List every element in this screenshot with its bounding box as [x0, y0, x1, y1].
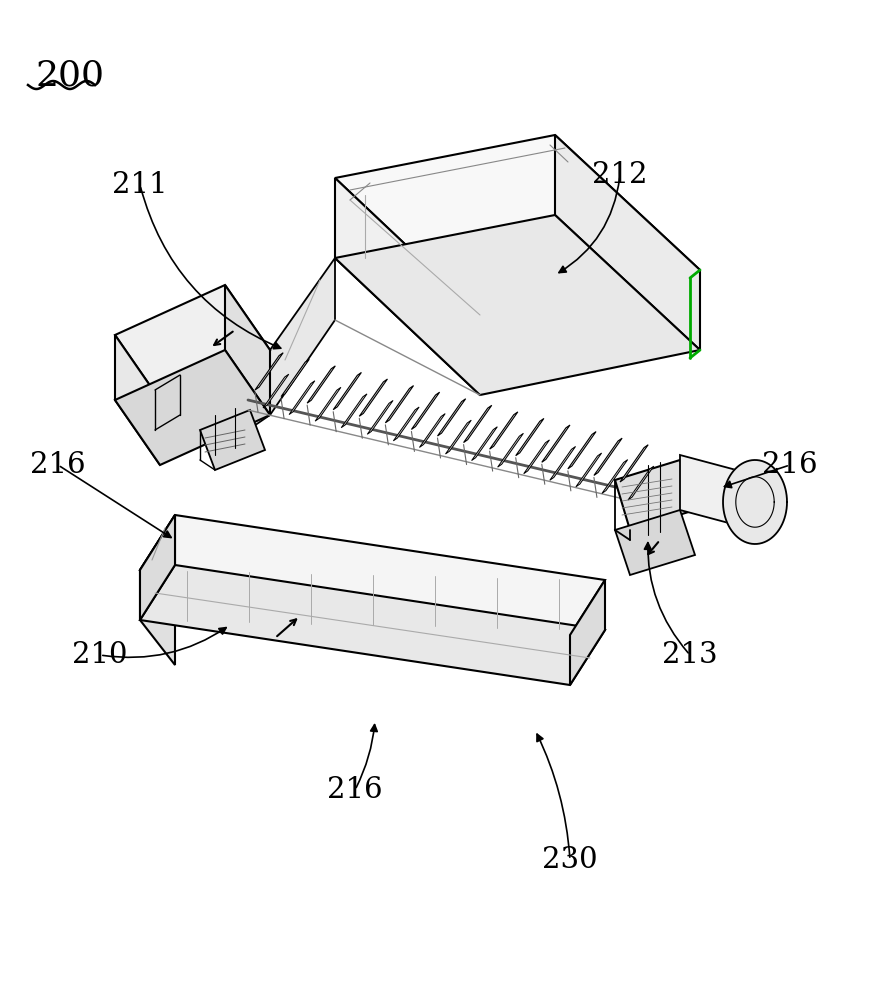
Text: 211: 211	[113, 171, 168, 199]
FancyArrowPatch shape	[140, 188, 281, 349]
Polygon shape	[115, 285, 270, 400]
Text: 210: 210	[72, 641, 128, 669]
Polygon shape	[570, 580, 605, 685]
Polygon shape	[393, 407, 419, 441]
Polygon shape	[723, 460, 787, 544]
Text: 213: 213	[662, 641, 718, 669]
FancyArrowPatch shape	[724, 466, 788, 488]
Polygon shape	[385, 386, 414, 423]
Text: 230: 230	[542, 846, 598, 874]
Polygon shape	[115, 350, 270, 465]
FancyArrowPatch shape	[559, 178, 620, 273]
Polygon shape	[576, 453, 602, 487]
Polygon shape	[524, 440, 550, 474]
Polygon shape	[680, 455, 755, 530]
Polygon shape	[140, 515, 175, 620]
Polygon shape	[270, 258, 335, 415]
Polygon shape	[263, 374, 289, 408]
Text: 212: 212	[592, 161, 648, 189]
Polygon shape	[628, 466, 654, 500]
Polygon shape	[419, 414, 445, 447]
Polygon shape	[367, 400, 393, 434]
Polygon shape	[140, 565, 605, 685]
Polygon shape	[335, 215, 700, 395]
Polygon shape	[615, 460, 695, 530]
Polygon shape	[281, 359, 309, 397]
Polygon shape	[342, 394, 367, 428]
Text: 216: 216	[327, 776, 383, 804]
Text: 200: 200	[35, 58, 104, 92]
Polygon shape	[437, 399, 466, 436]
Polygon shape	[498, 433, 523, 467]
Polygon shape	[359, 379, 387, 416]
Polygon shape	[225, 285, 270, 415]
FancyArrowPatch shape	[537, 734, 569, 857]
FancyArrowPatch shape	[103, 628, 226, 657]
Polygon shape	[308, 366, 335, 403]
Polygon shape	[550, 446, 576, 480]
Polygon shape	[200, 410, 265, 470]
Polygon shape	[516, 418, 544, 456]
Polygon shape	[333, 372, 361, 410]
Polygon shape	[542, 425, 570, 462]
Polygon shape	[490, 412, 518, 449]
Polygon shape	[594, 438, 622, 475]
Polygon shape	[140, 515, 175, 665]
Text: 216: 216	[30, 451, 86, 479]
FancyArrowPatch shape	[356, 725, 377, 788]
Polygon shape	[335, 178, 480, 395]
FancyArrowPatch shape	[645, 543, 688, 653]
Polygon shape	[602, 460, 628, 493]
Polygon shape	[445, 420, 471, 454]
Polygon shape	[568, 432, 596, 469]
Polygon shape	[289, 381, 315, 415]
Polygon shape	[615, 510, 695, 575]
Polygon shape	[411, 392, 440, 429]
Polygon shape	[316, 387, 341, 421]
Text: 216: 216	[763, 451, 818, 479]
Polygon shape	[335, 135, 700, 315]
Polygon shape	[620, 445, 648, 482]
FancyArrowPatch shape	[60, 466, 171, 537]
Polygon shape	[471, 427, 497, 461]
Polygon shape	[464, 405, 492, 443]
Polygon shape	[555, 135, 700, 350]
Polygon shape	[255, 353, 283, 390]
Polygon shape	[140, 515, 605, 635]
Polygon shape	[115, 335, 160, 465]
